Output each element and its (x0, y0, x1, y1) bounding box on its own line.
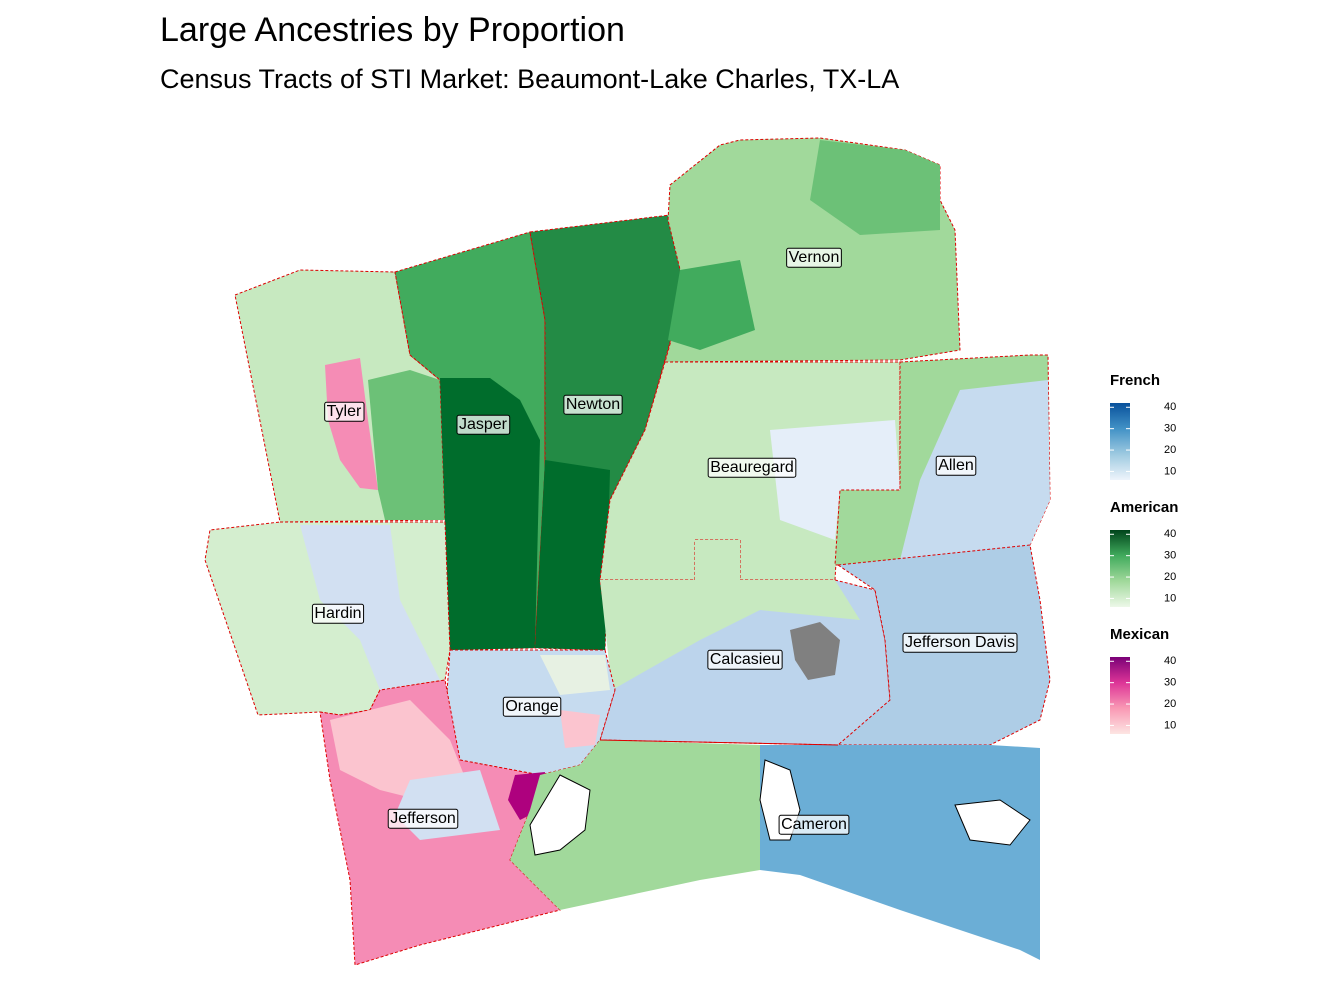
tract-area (770, 420, 900, 540)
county-label: Calcasieu (710, 651, 780, 668)
legend-tick-label: 10 (1164, 719, 1176, 731)
county-area (760, 745, 1040, 960)
legend-title: Mexican (1110, 626, 1169, 643)
county-label: Hardin (314, 605, 361, 622)
label-box (707, 649, 783, 670)
color-bar (1110, 530, 1130, 607)
label-box (456, 414, 511, 435)
map-subtitle: Census Tracts of STI Market: Beaumont-La… (160, 64, 899, 94)
legend-tick-label: 40 (1164, 655, 1176, 667)
label-box (786, 247, 842, 268)
legend-tick-label: 30 (1164, 423, 1176, 435)
legend-tick-label: 30 (1164, 677, 1176, 689)
county-label: Beauregard (710, 459, 794, 476)
legends: French 10 20 30 40 American 10 20 30 40 Mexican 10 2… (1110, 372, 1178, 734)
county-label: Cameron (781, 816, 847, 833)
label-box (707, 457, 797, 478)
tract-area (668, 260, 755, 350)
tract-area (790, 622, 840, 680)
county-label: Allen (938, 457, 974, 474)
tract-area (560, 710, 600, 748)
label-box (902, 632, 1018, 653)
county-label: Vernon (789, 249, 840, 266)
label-box (563, 394, 623, 415)
county-border (599, 739, 839, 746)
legend-tick-label: 20 (1164, 444, 1176, 456)
legend-tick-label: 40 (1164, 401, 1176, 413)
county-label: Orange (505, 698, 558, 715)
tract-area (325, 358, 378, 490)
label-box (324, 401, 365, 422)
legend-tick-label: 30 (1164, 550, 1176, 562)
tract-area (810, 140, 940, 235)
county-labels: Vernon Tyler Jasper Newton Beauregard Allen Ha… (311, 247, 1018, 835)
legend-tick-label: 20 (1164, 571, 1176, 583)
tract-area (300, 525, 440, 690)
legend-title: French (1110, 372, 1160, 389)
county-label: Tyler (327, 403, 362, 420)
tract-area (440, 378, 540, 650)
lake (529, 774, 591, 856)
legend-title: American (1110, 499, 1178, 516)
map-title: Large Ancestries by Proportion (160, 11, 625, 49)
color-bar (1110, 657, 1130, 734)
label-box (311, 603, 365, 624)
legend-tick-label: 40 (1164, 528, 1176, 540)
legend-tick-label: 10 (1164, 465, 1176, 477)
color-bar (1110, 403, 1130, 480)
county-label: Jefferson (390, 810, 456, 827)
lake (954, 799, 1031, 846)
legend-tick-label: 10 (1164, 592, 1176, 604)
county-label: Jefferson Davis (905, 634, 1015, 651)
legend-tick-label: 20 (1164, 698, 1176, 710)
label-box (387, 808, 459, 829)
label-box (778, 814, 850, 835)
label-box (935, 455, 977, 476)
tract-area (535, 460, 610, 650)
counties (204, 137, 1051, 966)
tract-area (330, 700, 470, 800)
tract-area (540, 655, 610, 695)
tract-area (600, 540, 860, 690)
label-box (502, 696, 562, 717)
tract-area (368, 370, 445, 520)
county-label: Jasper (459, 416, 508, 433)
county-label: Newton (566, 396, 620, 413)
